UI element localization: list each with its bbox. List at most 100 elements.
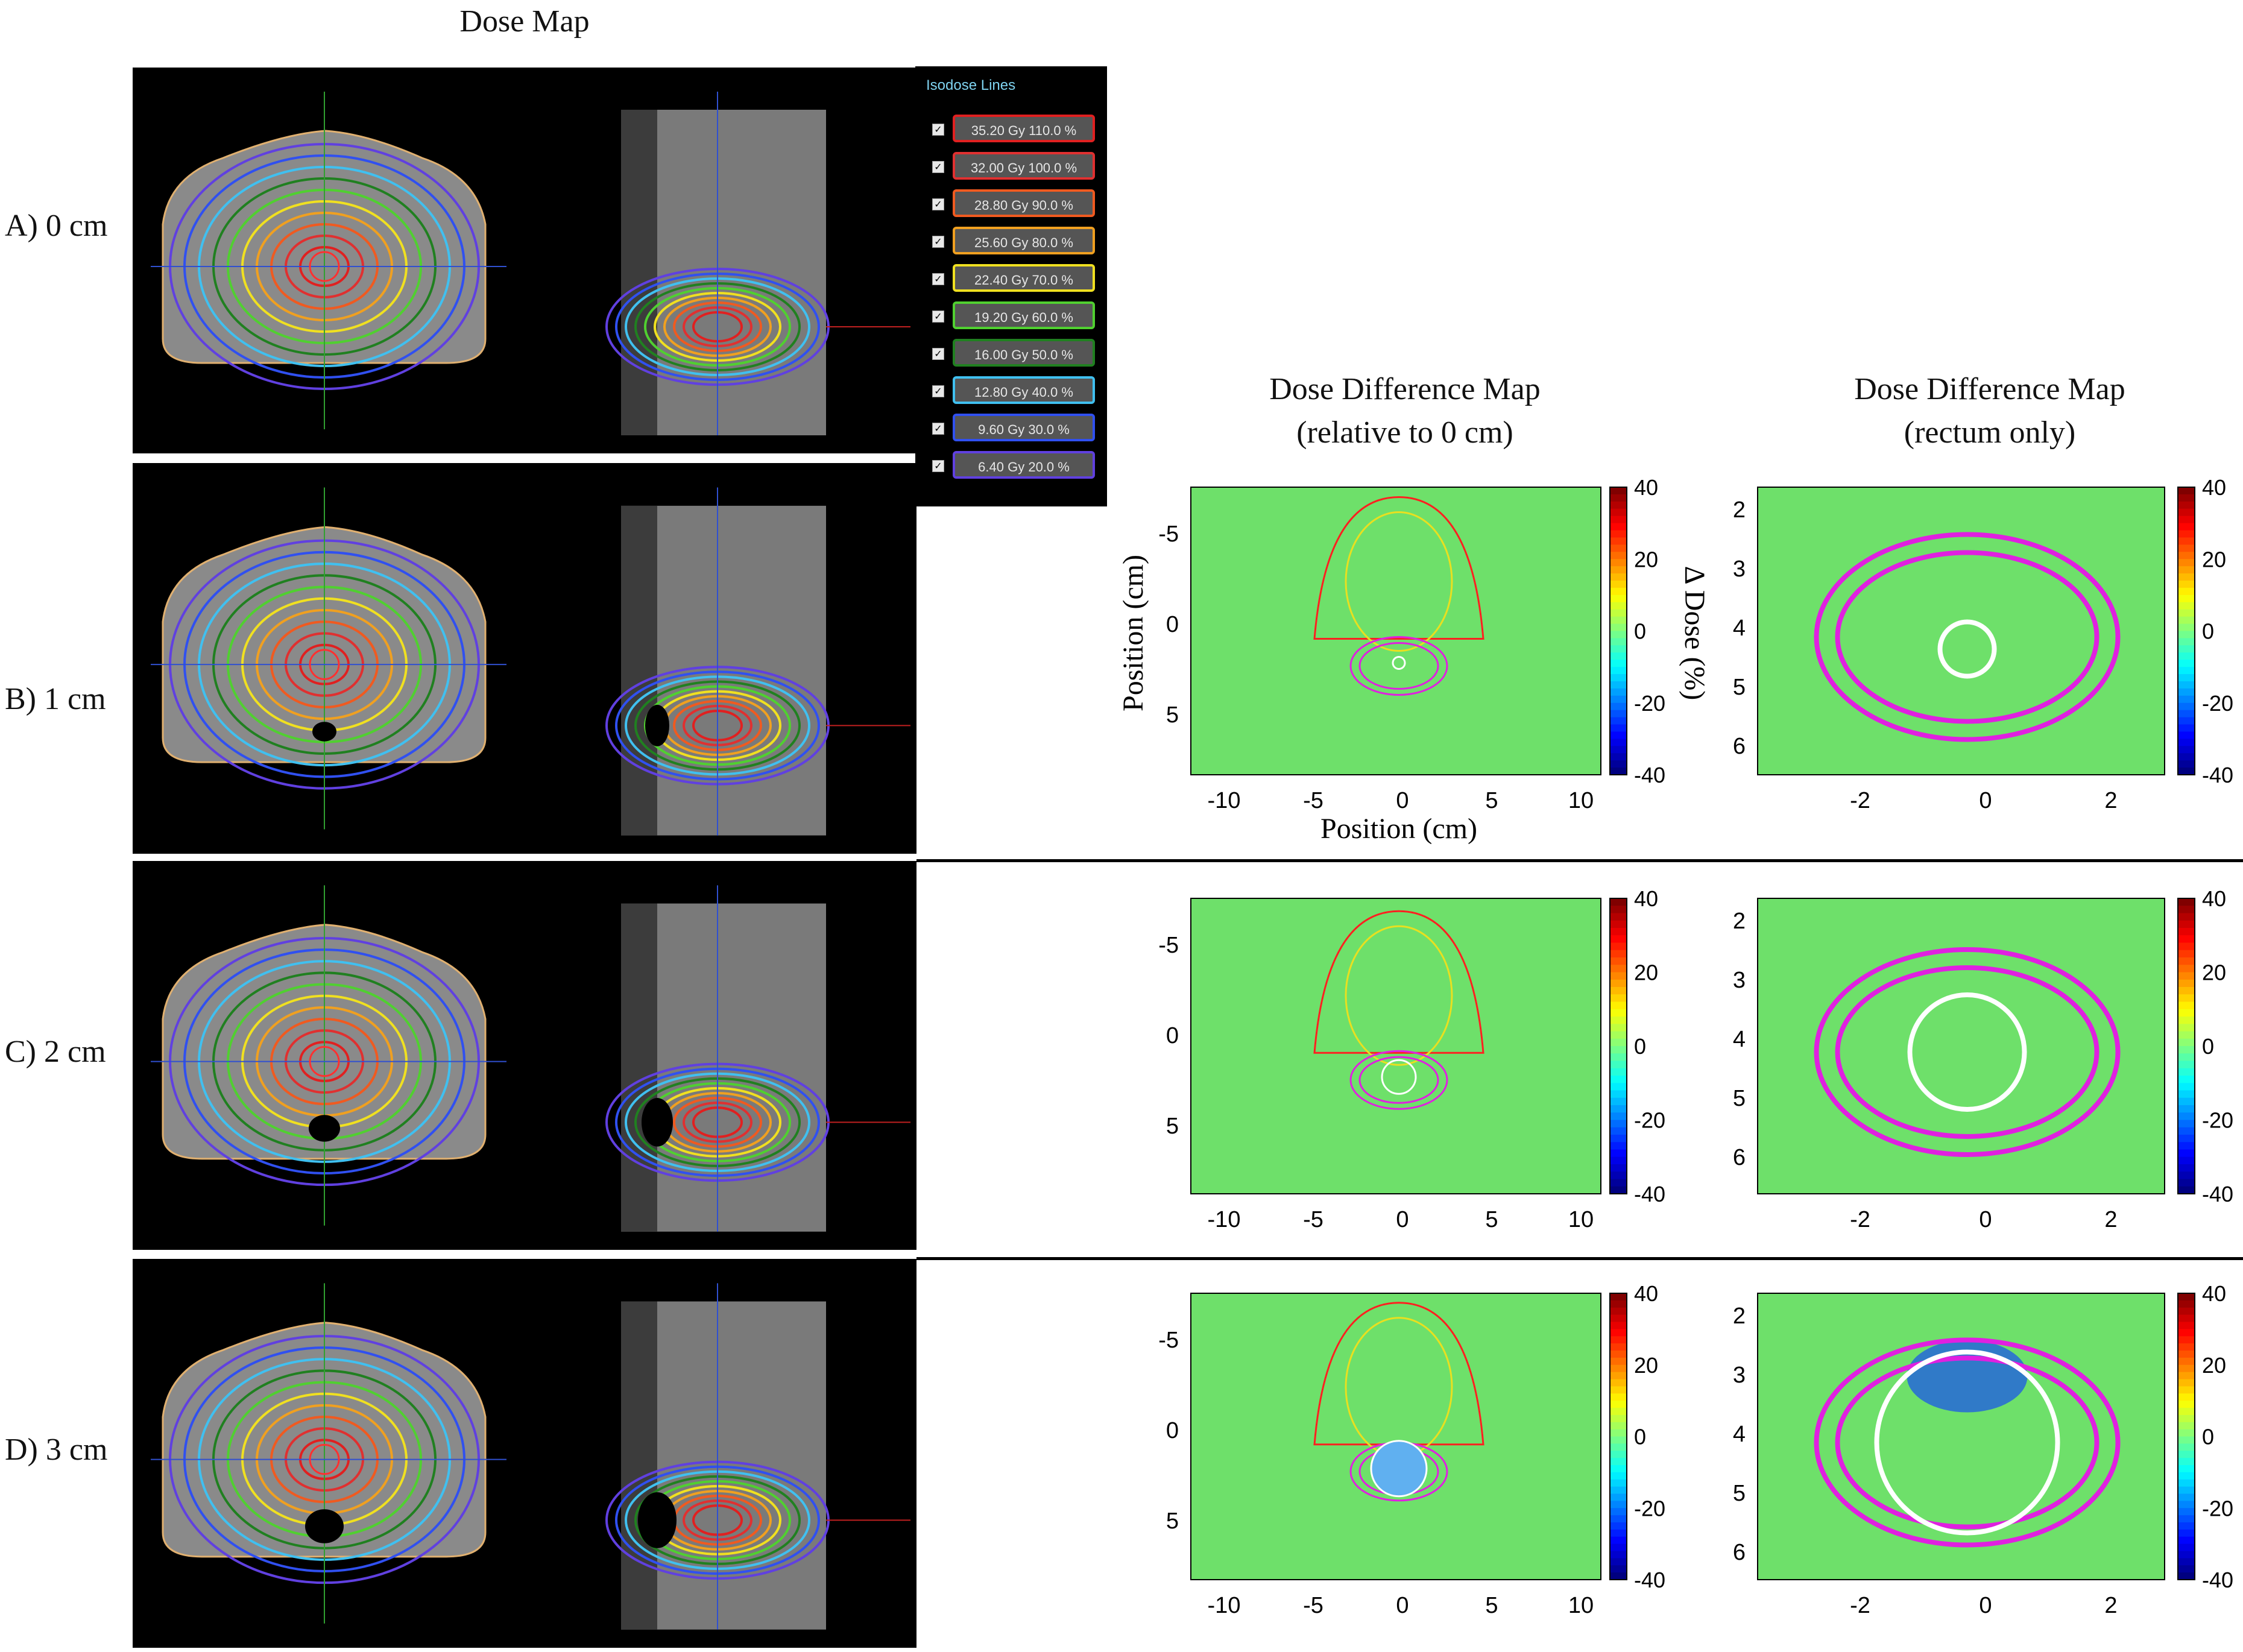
legend-item-label: 35.20 Gy 110.0 % [953,115,1095,142]
colorbar-segment [2178,724,2195,733]
colorbar-segment [1610,1046,1627,1055]
colorbar-segment [2178,1443,2195,1452]
axial-target-marker [309,251,340,282]
row-label-d: D) 3 cm [5,1433,108,1467]
sagittal-spine [621,903,657,1232]
y-tick-label: 6 [1733,734,1746,759]
colorbar-rel-0: 40 20 0 -20 -40 [1609,475,1665,787]
colorbar-tick-label: -20 [1634,691,1665,716]
legend-item[interactable]: ✓ 9.60 Gy 30.0 % [921,412,1102,445]
colorbar-frame [1609,1293,1627,1580]
legend-checkbox[interactable]: ✓ [932,198,944,210]
legend-item[interactable]: ✓ 12.80 Gy 40.0 % [921,375,1102,408]
legend-checkbox[interactable]: ✓ [932,311,944,323]
rectum-outer-contour [1349,1050,1448,1110]
row-label-b: B) 1 cm [5,682,106,716]
colorbar-segment [1610,1164,1627,1173]
y-tick-label: 6 [1733,1540,1746,1565]
colorbar-segment [2178,906,2195,914]
colorbar-segment [1610,1186,1627,1194]
colorbar-segment [2178,1486,2195,1495]
legend-item[interactable]: ✓ 25.60 Gy 80.0 % [921,225,1102,258]
colorbar-segment [2178,523,2195,531]
colorbar-segment [2178,1357,2195,1366]
colorbar-segment [2178,573,2195,582]
colorbar-segment [1610,515,1627,524]
colorbar-segment [1610,1009,1627,1017]
x-tick-label: 0 [1396,788,1409,813]
x-tick-label: 0 [1396,1207,1409,1232]
colorbar-segment [2178,972,2195,980]
colorbar-segment [2178,616,2195,625]
legend-item[interactable]: ✓ 22.40 Gy 70.0 % [921,263,1102,295]
rectum-outer-contour [1349,635,1448,696]
dose-panel-d [133,1259,916,1648]
row-label-c: C) 2 cm [5,1035,106,1069]
sagittal-spacer [642,1098,673,1147]
colorbar-segment [1610,1486,1627,1495]
legend-checkbox[interactable]: ✓ [932,385,944,397]
y-tick-label: 2 [1733,1304,1746,1329]
colorbar-segment [1610,724,1627,733]
legend-checkbox[interactable]: ✓ [932,348,944,360]
legend-item[interactable]: ✓ 16.00 Gy 50.0 % [921,338,1102,370]
colorbar-segment [2178,1493,2195,1502]
colorbar-segment [1610,1001,1627,1010]
x-tick-label: 2 [2104,1593,2117,1618]
legend-item[interactable]: ✓ 32.00 Gy 100.0 % [921,151,1102,183]
colorbar-segment [1610,731,1627,740]
x-tick-label: 10 [1568,788,1594,813]
colorbar-segment [2178,753,2195,761]
colorbar-segment [2178,768,2195,775]
colorbar-segment [2178,1293,2195,1301]
colorbar-segment [1610,1443,1627,1452]
colorbar-segment [2178,544,2195,553]
legend-checkbox[interactable]: ✓ [932,460,944,472]
colorbar-segment [1610,1329,1627,1337]
colorbar-segment [2178,898,2195,907]
colorbar-segment [2178,660,2195,668]
colorbar-segment [1610,623,1627,632]
rectum-outer-contour [1814,532,2121,742]
colorbar-segment [2178,1046,2195,1055]
legend-checkbox[interactable]: ✓ [932,124,944,136]
colorbar-segment [1610,1031,1627,1039]
colorbar-segment [1610,594,1627,603]
colorbar-tick-label: -40 [2202,1182,2233,1206]
x-tick-label: 5 [1485,788,1498,813]
legend-checkbox[interactable]: ✓ [932,273,944,285]
x-tick-label: -5 [1303,1593,1323,1618]
diff-rel-header: Dose Difference Map (relative to 0 cm) [1194,368,1616,455]
x-tick-label: -10 [1208,788,1241,813]
x-tick-label: 0 [1396,1593,1409,1618]
colorbar-segment [2178,1451,2195,1459]
colorbar-segment [1610,1156,1627,1165]
colorbar-segment [1610,913,1627,921]
x-tick-label: 5 [1485,1207,1498,1232]
colorbar-segment [2178,1386,2195,1395]
colorbar-segment [1610,1090,1627,1099]
diff-rect-plot: -2 0 2 2 3 4 5 6 [1733,487,2165,813]
legend-item[interactable]: ✓ 28.80 Gy 90.0 % [921,188,1102,221]
axial-target-marker [309,649,340,680]
x-tick-label: -5 [1303,788,1323,813]
colorbar-segment [2178,587,2195,596]
x-tick-label: -2 [1850,788,1870,813]
legend-checkbox[interactable]: ✓ [932,236,944,248]
colorbar-segment [1610,1076,1627,1084]
colorbar-segment [1610,1038,1627,1047]
y-tick-label: -5 [1158,1328,1179,1353]
legend-item[interactable]: ✓ 19.20 Gy 60.0 % [921,300,1102,333]
diff-rel-plot: -10 -5 0 5 10 -5 0 5 [1158,898,1601,1232]
diff-rel-header-line2: (relative to 0 cm) [1296,415,1513,450]
legend-title: Isodose Lines [926,77,1016,93]
legend-checkbox[interactable]: ✓ [932,161,944,173]
colorbar-segment [2178,760,2195,769]
colorbar-segment [2178,1565,2195,1574]
colorbar-segment [2178,1408,2195,1416]
legend-checkbox[interactable]: ✓ [932,423,944,435]
legend-item[interactable]: ✓ 35.20 Gy 110.0 % [921,113,1102,146]
colorbar-segment [1610,1429,1627,1437]
colorbar-segment [2178,1322,2195,1330]
legend-item[interactable]: ✓ 6.40 Gy 20.0 % [921,450,1102,482]
